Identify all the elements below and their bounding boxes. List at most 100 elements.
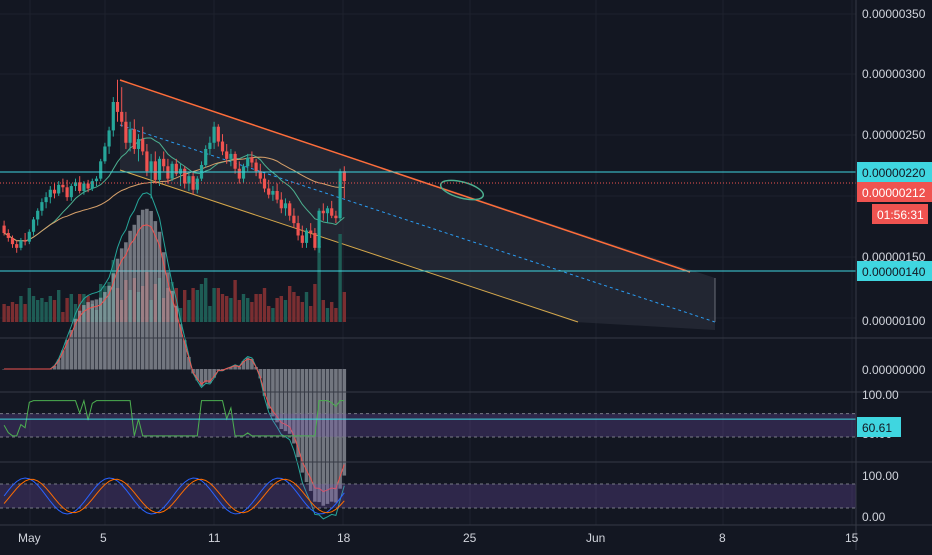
candle-body — [57, 184, 61, 194]
macd-histogram-bar — [132, 224, 137, 370]
macd-histogram-bar — [258, 369, 263, 379]
candle-body — [27, 231, 31, 242]
candle-body — [44, 197, 48, 203]
candle-body — [90, 181, 94, 189]
candle-body — [82, 183, 86, 191]
candle-body — [187, 176, 191, 184]
candle-body — [78, 182, 82, 191]
volume-bar — [65, 298, 69, 322]
candle-body — [225, 151, 229, 159]
candle-body — [191, 176, 195, 190]
volume-bar — [317, 246, 321, 322]
candle-body — [128, 129, 132, 143]
volume-bar — [229, 298, 233, 322]
volume-bar — [178, 308, 183, 322]
stoch-pane — [0, 477, 856, 515]
volume-bar — [78, 294, 82, 322]
volume-bar — [258, 294, 262, 322]
candle-body — [195, 178, 199, 190]
candle-body — [229, 153, 233, 159]
candle-body — [120, 111, 124, 122]
volume-bar — [19, 296, 23, 322]
price-tick-label: 0.00000350 — [862, 7, 926, 21]
current-tag-text: 0.00000212 — [862, 186, 926, 200]
volume-bar — [262, 288, 267, 322]
date-tick-label: May — [18, 531, 41, 545]
candle-body — [157, 158, 162, 180]
candle-body — [178, 168, 183, 174]
volume-bar — [313, 284, 317, 322]
current-price-tag[interactable]: 0.00000212 — [857, 182, 932, 202]
candle-body — [258, 171, 262, 179]
volume-bar — [44, 302, 48, 322]
stoch-band — [0, 484, 856, 508]
volume-bar — [304, 292, 309, 322]
candle-body — [162, 158, 166, 167]
volume-bar — [275, 298, 279, 322]
support-price-tag[interactable]: 0.00000140 — [857, 261, 932, 281]
macd-histogram-bar — [199, 369, 204, 387]
rsi-pane — [0, 398, 856, 438]
volume-bar — [69, 294, 73, 322]
macd-histogram-bar — [304, 369, 309, 483]
candle-body — [338, 171, 342, 219]
macd-histogram-bar — [69, 330, 74, 370]
volume-bar — [342, 292, 346, 322]
volume-bar — [250, 302, 254, 322]
macd-histogram-bar — [203, 369, 208, 383]
candle-body — [216, 126, 220, 142]
candle-body — [325, 208, 330, 214]
breakout-ellipse — [439, 179, 485, 201]
resistance-price-tag[interactable]: 0.00000220 — [857, 162, 932, 182]
candle-body — [73, 182, 78, 187]
macd-histogram-bar — [161, 252, 166, 370]
candle-body — [2, 225, 6, 234]
candle-body — [40, 202, 44, 211]
candle-body — [246, 157, 250, 167]
candles — [2, 79, 346, 253]
volume-bar — [309, 306, 313, 322]
macd-pane — [2, 192, 347, 520]
rsi-line — [3, 398, 345, 437]
candle-body — [271, 190, 275, 195]
macd-histogram-bar — [266, 369, 271, 409]
macd-histogram-bar — [208, 369, 212, 384]
candle-body — [10, 237, 15, 245]
macd-histogram-bar — [342, 369, 347, 476]
volume-bar — [292, 292, 296, 322]
macd-histogram-bar — [136, 215, 141, 370]
candle-body — [313, 233, 317, 248]
date-tick-label: Jun — [586, 531, 605, 545]
candle-body — [220, 141, 225, 152]
volume-bar — [31, 296, 36, 322]
candle-body — [174, 163, 178, 174]
candle-body — [31, 219, 36, 232]
candle-body — [296, 223, 300, 236]
volume-bar — [279, 296, 283, 322]
candle-body — [111, 101, 115, 131]
macd-histogram-bar — [140, 209, 145, 370]
volume-bar — [52, 300, 57, 322]
trendline-resistance — [119, 79, 691, 273]
volume-bar — [321, 300, 325, 322]
macd-histogram-bar — [82, 305, 86, 370]
macd-histogram-bar — [86, 302, 90, 370]
macd-histogram-bar — [334, 369, 338, 503]
candle-body — [300, 235, 304, 243]
price-tick-label: 0.00000100 — [862, 314, 926, 328]
candle-body — [153, 161, 157, 180]
candle-body — [204, 148, 208, 166]
macd-histogram-bar — [182, 340, 187, 370]
stoch-tick-label: 0.00 — [862, 510, 886, 524]
candle-body — [149, 161, 153, 172]
support-tag-text: 0.00000140 — [862, 265, 926, 279]
candle-body — [94, 178, 99, 182]
rsi-value-tag: 60.61 — [857, 417, 901, 437]
candle-body — [317, 210, 321, 248]
rsi-tick-label: 100.00 — [862, 388, 899, 402]
countdown-tag-text: 01:56:31 — [877, 208, 924, 222]
date-tick-label: 18 — [337, 531, 351, 545]
volume-bar — [300, 302, 304, 322]
